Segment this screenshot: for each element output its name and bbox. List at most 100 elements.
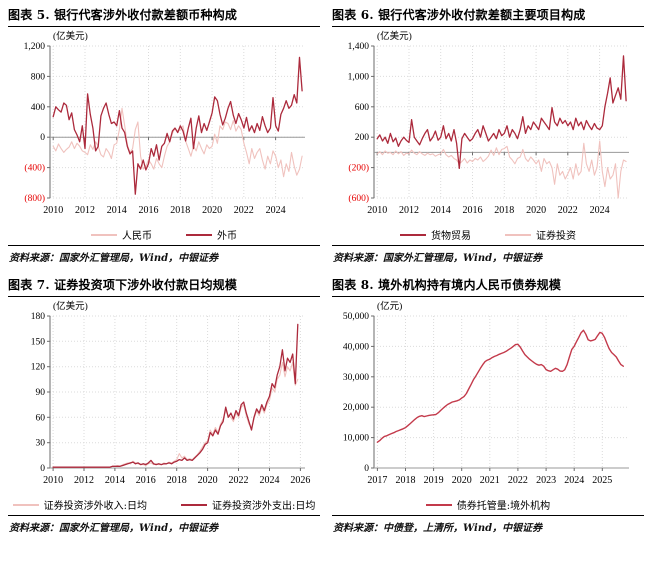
legend-label: 人民币	[122, 231, 152, 242]
figure-panel-5: 图表 5. 银行代客涉外收付款差额币种构成 2010 2012 2014 2016 20…	[8, 4, 320, 264]
figure-title: 图表 5. 银行代客涉外收付款差额币种构成	[8, 8, 238, 22]
line-chart-foreign-holdings-bonds: 2017 2018 2019 2020 2021 2022 2023 2024 2025 50,0…	[343, 300, 629, 486]
x-tick-label: 2010	[43, 205, 63, 216]
footer-rule	[332, 515, 644, 516]
figure-panel-7: 图表 7. 证券投资项下涉外收付款日均规模 2010 2012 2014 2016 20…	[8, 274, 320, 534]
x-tick-label: 2024	[260, 475, 280, 486]
line-chart-currency-composition: 2010 2012 2014 2016 2018 2020 2022 2024 1,200 800…	[24, 30, 305, 216]
legend: 证券投资涉外收入:日均 证券投资涉外支出:日均	[8, 496, 320, 513]
x-tick-label: 2012	[74, 475, 94, 486]
legend: 货物贸易 证券投资	[332, 226, 644, 243]
series-line	[52, 361, 299, 468]
legend-label: 货物贸易	[431, 231, 471, 242]
y-tick-label: 180	[31, 312, 46, 322]
legend-item: 证券投资涉外支出:日均	[181, 497, 315, 512]
source-note: 资料来源：国家外汇管理局，Wind，中银证券	[9, 523, 219, 534]
x-tick-label: 2020	[526, 205, 546, 216]
x-tick-label: 2020	[202, 205, 222, 216]
x-tick-label: 2014	[105, 475, 125, 486]
x-tick-label: 2022	[229, 475, 249, 486]
axis-unit-label: (亿元)	[377, 300, 402, 312]
series-line	[376, 140, 627, 199]
series-line	[52, 56, 303, 195]
y-tick-label: 0	[364, 464, 369, 474]
x-tick-label: 2014	[107, 205, 127, 216]
series-line	[52, 323, 299, 468]
legend-label: 证券投资	[536, 231, 576, 242]
axis-unit-label: (亿美元)	[53, 300, 88, 312]
y-tick-label: 30,000	[343, 373, 369, 383]
y-tick-label: 0	[40, 464, 45, 474]
y-tick-label: 150	[31, 337, 46, 347]
x-tick-label: 2019	[424, 475, 444, 486]
legend-item: 证券投资	[505, 227, 576, 242]
title-rule	[332, 296, 644, 297]
x-tick-label: 2026	[290, 475, 310, 486]
y-tick-label: 90	[36, 388, 46, 398]
y-tick-label: 1,000	[348, 72, 370, 82]
y-tick-label: 120	[31, 363, 46, 373]
x-tick-label: 2018	[170, 205, 190, 216]
y-tick-label: 60	[36, 413, 46, 423]
axis-unit-label: (亿美元)	[53, 30, 88, 42]
y-tick-label: (400)	[24, 163, 45, 174]
legend-line-swatch	[425, 503, 452, 506]
x-tick-label: 2020	[452, 475, 472, 486]
figure-title: 图表 6. 银行代客涉外收付款差额主要项目构成	[332, 8, 586, 22]
source-note: 资料来源：中债登，上清所，Wind，中银证券	[333, 523, 543, 534]
series-line	[376, 329, 624, 443]
x-tick-label: 2025	[592, 475, 612, 486]
axis-unit-label: (亿美元)	[377, 30, 412, 42]
y-tick-label: 20,000	[343, 403, 369, 413]
y-tick-label: 400	[31, 103, 46, 113]
x-tick-label: 2018	[396, 475, 416, 486]
y-tick-label: (600)	[348, 193, 369, 204]
x-tick-label: 2022	[234, 205, 254, 216]
legend-item: 人民币	[91, 227, 152, 242]
figure-title: 图表 8. 境外机构持有境内人民币债券规模	[332, 278, 562, 292]
x-tick-label: 2023	[536, 475, 556, 486]
legend: 人民币 外币	[8, 226, 320, 243]
y-tick-label: 30	[36, 439, 46, 449]
footer-rule	[8, 245, 320, 246]
y-tick-label: 200	[355, 133, 370, 143]
x-tick-label: 2016	[463, 205, 483, 216]
x-tick-label: 2016	[139, 205, 159, 216]
figure-panel-8: 图表 8. 境外机构持有境内人民币债券规模 2017 2018 2019 2020 20…	[332, 274, 644, 534]
x-tick-label: 2024	[590, 205, 610, 216]
x-tick-label: 2010	[367, 205, 387, 216]
line-chart-item-composition: 2010 2012 2014 2016 2018 2020 2022 2024 1,400 1,0…	[348, 30, 629, 216]
y-tick-label: 10,000	[343, 434, 369, 444]
x-tick-label: 2014	[431, 205, 451, 216]
legend-item: 货物贸易	[400, 227, 471, 242]
legend-line-swatch	[181, 503, 207, 506]
title-rule	[8, 296, 320, 297]
legend-line-swatch	[12, 503, 39, 506]
x-tick-label: 2021	[480, 475, 500, 486]
series-line	[376, 55, 627, 170]
x-tick-label: 2018	[494, 205, 514, 216]
y-tick-label: 1,200	[24, 42, 46, 52]
figure-panel-6: 图表 6. 银行代客涉外收付款差额主要项目构成 2010 2012 2014 2016…	[332, 4, 644, 264]
y-tick-label: 40,000	[343, 342, 369, 352]
x-tick-label: 2024	[564, 475, 584, 486]
legend-label: 证券投资涉外支出:日均	[212, 501, 316, 512]
x-tick-label: 2012	[75, 205, 95, 216]
legend-label: 证券投资涉外收入:日均	[43, 501, 147, 512]
x-tick-label: 2020	[198, 475, 218, 486]
x-tick-label: 2010	[43, 475, 63, 486]
y-tick-label: (200)	[348, 163, 369, 174]
figure-grid: 图表 5. 银行代客涉外收付款差额币种构成 2010 2012 2014 2016 20…	[8, 4, 644, 534]
legend-label: 债券托管量:境外机构	[456, 501, 551, 512]
y-tick-label: (800)	[24, 193, 45, 204]
y-tick-label: 800	[31, 72, 46, 82]
title-rule	[332, 26, 644, 27]
legend-item: 外币	[186, 227, 237, 242]
x-tick-label: 2022	[508, 475, 528, 486]
x-tick-label: 2012	[399, 205, 419, 216]
legend-line-swatch	[91, 233, 117, 236]
figure-title: 图表 7. 证券投资项下涉外收付款日均规模	[8, 278, 238, 292]
legend-line-swatch	[186, 233, 212, 236]
x-tick-label: 2024	[266, 205, 286, 216]
